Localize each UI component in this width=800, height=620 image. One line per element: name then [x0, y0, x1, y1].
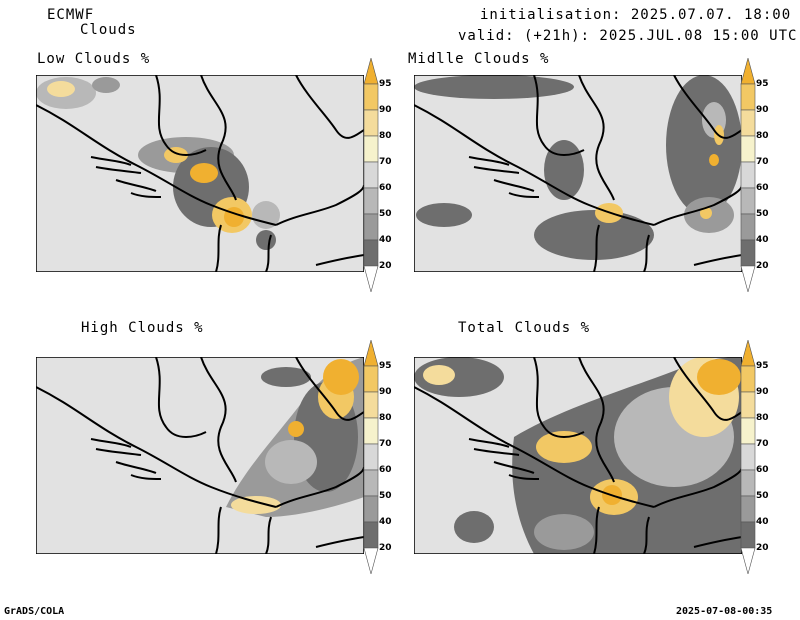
colorbar-tick-label: 60 [756, 183, 769, 193]
colorbar-band [740, 83, 756, 111]
colorbar-band [363, 495, 379, 523]
colorbar-band [740, 469, 756, 497]
colorbar-tick-label: 80 [379, 131, 392, 141]
coastline [90, 156, 162, 198]
colorbar-band [740, 58, 756, 85]
colorbar-tick-label: 80 [756, 413, 769, 423]
colorbar-tick-label: 20 [756, 543, 769, 553]
colorbar-band [363, 365, 379, 393]
country-borders [414, 357, 742, 554]
panel-title-total: Total Clouds % [458, 320, 591, 336]
coastline [90, 438, 162, 480]
colorbar-band [740, 417, 756, 445]
colorbar-band [740, 135, 756, 163]
colorbar-band [363, 443, 379, 471]
colorbar-tick-label: 50 [379, 491, 392, 501]
cloud-cover-fields [414, 75, 742, 260]
country-borders [36, 357, 364, 554]
colorbar-tick-label: 90 [756, 387, 769, 397]
colorbar-band [363, 109, 379, 137]
cloud-cover-fields [36, 77, 280, 250]
colorbar-band [363, 391, 379, 419]
colorbar-band [740, 391, 756, 419]
colorbar-band [363, 135, 379, 163]
cloud-cover-fields [226, 357, 364, 517]
coastline [468, 156, 540, 198]
colorbar-tick-label: 50 [756, 491, 769, 501]
valid-time: valid: (+21h): 2025.JUL.08 15:00 UTC [458, 28, 798, 44]
colorbar-tick-label: 20 [379, 543, 392, 553]
colorbar-band [363, 83, 379, 111]
colorbar-band [363, 265, 379, 292]
footer-software: GrADS/COLA [4, 606, 65, 617]
colorbar-band [740, 495, 756, 523]
colorbar-band [740, 340, 756, 367]
colorbar-tick-label: 40 [379, 235, 392, 245]
colorbar-tick-label: 95 [379, 79, 392, 89]
colorbar-tick-label: 50 [379, 209, 392, 219]
colorbar-band [363, 187, 379, 215]
colorbar-band [363, 417, 379, 445]
colorbar-band [363, 469, 379, 497]
colorbar-band [740, 521, 756, 549]
colorbar-tick-label: 95 [756, 79, 769, 89]
colorbar-tick-label: 70 [379, 439, 392, 449]
coastline [468, 438, 540, 480]
model-label: ECMWF [47, 7, 95, 23]
colorbar-band [740, 443, 756, 471]
colorbar-band [363, 161, 379, 189]
middle-clouds-map [414, 75, 742, 272]
initialisation-time: initialisation: 2025.07.07. 18:00 UTC [480, 7, 800, 23]
colorbar-middle: 95 90 80 70 60 50 40 20 [740, 58, 780, 292]
colorbar-band [363, 213, 379, 241]
colorbar-band [740, 239, 756, 267]
colorbar-tick-label: 95 [379, 361, 392, 371]
total-clouds-map [414, 357, 742, 554]
footer-timestamp: 2025-07-08-00:35 [676, 606, 773, 617]
panel-title-low: Low Clouds % [37, 51, 151, 67]
colorbar-tick-label: 40 [756, 235, 769, 245]
country-borders [36, 75, 364, 272]
colorbar-tick-label: 40 [756, 517, 769, 527]
colorbar-band [363, 239, 379, 267]
colorbar-tick-label: 80 [756, 131, 769, 141]
colorbar-band [740, 265, 756, 292]
colorbar-tick-label: 60 [756, 465, 769, 475]
colorbar-band [363, 340, 379, 367]
colorbar-tick-label: 70 [756, 439, 769, 449]
country-borders [414, 75, 742, 272]
colorbar-band [740, 161, 756, 189]
colorbar-band [740, 187, 756, 215]
colorbar-tick-label: 95 [756, 361, 769, 371]
colorbar-tick-label: 60 [379, 183, 392, 193]
colorbar-tick-label: 90 [379, 105, 392, 115]
colorbar-band [740, 547, 756, 574]
colorbar-tick-label: 40 [379, 517, 392, 527]
colorbar-tick-label: 70 [379, 157, 392, 167]
colorbar-band [740, 109, 756, 137]
high-clouds-map [36, 357, 364, 554]
colorbar-tick-label: 80 [379, 413, 392, 423]
colorbar-tick-label: 90 [379, 387, 392, 397]
colorbar-total: 95 90 80 70 60 50 40 20 [740, 340, 780, 574]
colorbar-band [740, 213, 756, 241]
colorbar-tick-label: 90 [756, 105, 769, 115]
colorbar-tick-label: 20 [756, 261, 769, 271]
colorbar-band [363, 521, 379, 549]
panel-title-middle: Midlle Clouds % [408, 51, 550, 67]
colorbar-band [363, 58, 379, 85]
panel-title-high: High Clouds % [81, 320, 204, 336]
colorbar-low: 95 90 80 70 60 50 40 20 [363, 58, 403, 292]
colorbar-high: 95 90 80 70 60 50 40 20 [363, 340, 403, 574]
colorbar-band [740, 365, 756, 393]
colorbar-tick-label: 70 [756, 157, 769, 167]
product-label: Clouds [80, 22, 137, 38]
colorbar-tick-label: 60 [379, 465, 392, 475]
colorbar-tick-label: 50 [756, 209, 769, 219]
colorbar-tick-label: 20 [379, 261, 392, 271]
colorbar-band [363, 547, 379, 574]
low-clouds-map [36, 75, 364, 272]
